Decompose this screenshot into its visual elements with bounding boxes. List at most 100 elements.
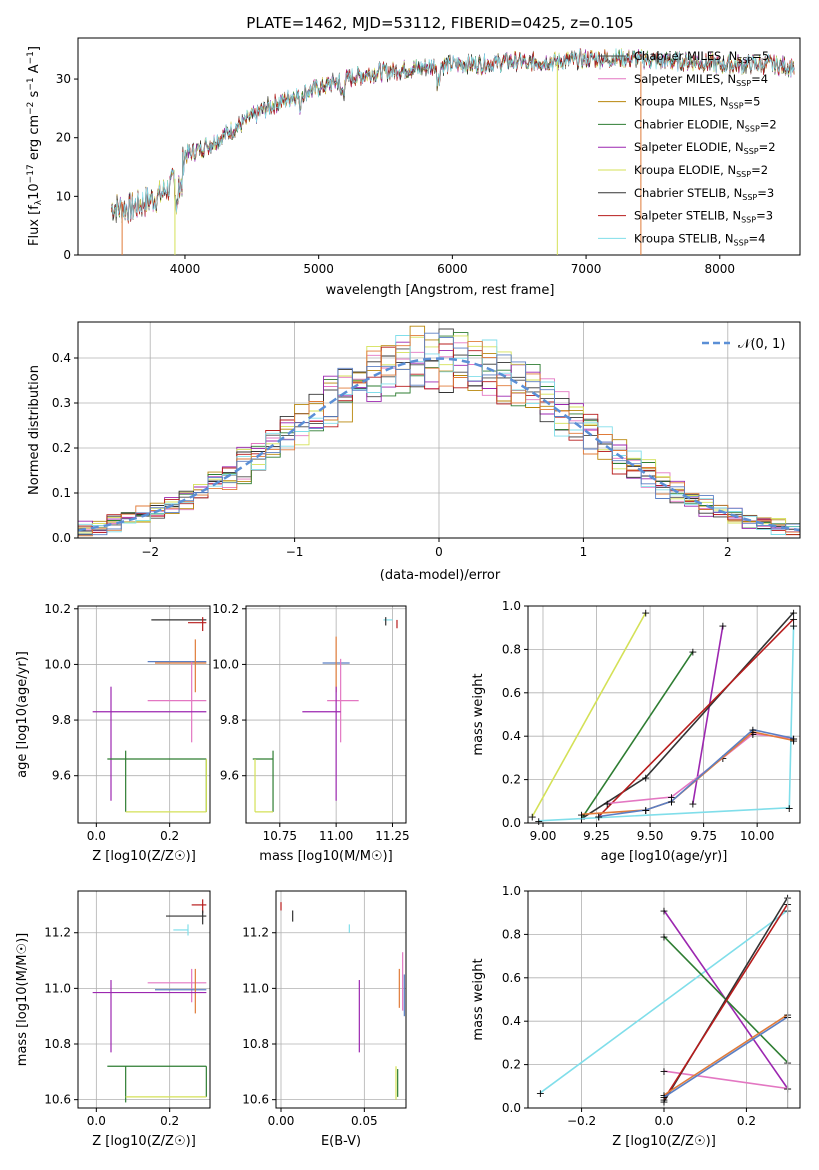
marker: +: [641, 771, 650, 784]
marker: +: [659, 1065, 668, 1078]
panel-background: [78, 606, 210, 823]
panel-frame: [77, 605, 211, 824]
residual-histogram: [78, 332, 800, 536]
ytick-label: 10.0: [44, 657, 71, 671]
panel-background: [528, 606, 800, 823]
ytick-label: 11.2: [242, 926, 269, 940]
ytick-label: 10.2: [44, 602, 71, 616]
ytick-label: 1.0: [502, 884, 521, 898]
weight-series: [663, 1070, 788, 1090]
ytick-label: 9.6: [52, 769, 71, 783]
panel-xlabel: mass [log10(M/M☉)]: [259, 849, 392, 864]
ytick-label: 0.2: [502, 1058, 521, 1072]
xtick-label: 0.0: [87, 829, 106, 843]
residuals-panel: −2 −1 0 1 2 0.0 0.1 0.2 0.3 0.4 𝒩(0, 1) (data-mod…: [27, 321, 801, 583]
legend-label: Chabrier MILES, NSSP=5: [634, 49, 769, 65]
ytick-label: 0.6: [502, 686, 521, 700]
legend-label: Salpeter STELIB, NSSP=3: [634, 209, 773, 225]
ytick-label: 0.4: [502, 729, 521, 743]
weight-series: [531, 612, 647, 817]
ytick-label: 10.0: [212, 657, 239, 671]
ytick-label: 0.8: [502, 642, 521, 656]
panel-xlabel: age [log10(age/yr)]: [601, 849, 728, 864]
residuals-xtick-label: 2: [724, 545, 732, 559]
spectrum-lines: [111, 48, 795, 255]
panel-xlabel: E(B-V): [321, 1134, 361, 1149]
ytick-label: 11.0: [44, 981, 71, 995]
panel-frame: [77, 890, 211, 1109]
gaussian-curve: [77, 357, 801, 532]
ytick-label: 10.8: [44, 1037, 71, 1051]
ytick-label: 9.8: [220, 713, 239, 727]
xtick-label: 10.00: [740, 829, 774, 843]
marker: +: [659, 1093, 668, 1106]
spectrum-ylabel: Flux [fλ10−17 erg cm−2 s−1 A−1]: [26, 46, 44, 246]
legend-label: Chabrier ELODIE, NSSP=2: [634, 117, 777, 133]
marker: +: [789, 613, 798, 626]
weight-series: [598, 618, 795, 818]
marker: +: [641, 804, 650, 817]
ytick-label: 9.8: [52, 713, 71, 727]
legend-label: Salpeter MILES, NSSP=4: [634, 72, 768, 88]
marker: +: [718, 620, 727, 633]
ytick-label: 11.0: [242, 981, 269, 995]
figure-title: PLATE=1462, MJD=53112, FIBERID=0425, z=0…: [246, 14, 633, 32]
xtick-label: 0.0: [87, 1114, 106, 1128]
spectrum-ytick-label: 10: [56, 189, 71, 203]
ytick-label: 10.6: [242, 1093, 269, 1107]
weight-series: [538, 625, 795, 822]
weight-vs-age-panel: ++++++++++++++++++ ++ +++++++++9.00 9.25 9.5…: [471, 599, 801, 864]
residuals-xtick-label: 0: [435, 545, 443, 559]
panel-background: [276, 891, 406, 1108]
spectrum-line: [111, 48, 795, 222]
panel-background: [246, 606, 406, 823]
spectrum-ticks: 4000 5000 6000 7000 8000 0 10 20 30: [56, 72, 735, 276]
marker: +: [659, 1091, 668, 1104]
ytick-label: 1.0: [502, 599, 521, 613]
residuals-ticks: −2 −1 0 1 2 0.0 0.1 0.2 0.3 0.4: [52, 351, 732, 559]
marker: +: [659, 931, 668, 944]
legend-label: Kroupa ELODIE, NSSP=2: [634, 163, 768, 179]
residuals-ytick-label: 0.1: [52, 486, 71, 500]
xtick-label: 11.25: [375, 829, 409, 843]
ytick-label: 0.0: [502, 1101, 521, 1115]
xtick-label: 9.25: [583, 829, 610, 843]
ytick-label: 0.2: [502, 773, 521, 787]
spectrum-xtick-label: 5000: [303, 262, 334, 276]
marker: +: [534, 815, 543, 828]
panel-xlabel: Z [log10(Z/Z☉)]: [92, 1134, 196, 1149]
marker: +: [748, 728, 757, 741]
residuals-ytick-label: 0.2: [52, 441, 71, 455]
xtick-label: 10.75: [263, 829, 297, 843]
mass-vs-metallicity-panel: 0.0 0.2 10.6 10.8 11.0 11.2 Z [log10(Z/Z☉)] mas…: [15, 890, 211, 1149]
ytick-label: 9.6: [220, 769, 239, 783]
marker: +: [789, 732, 798, 745]
ytick-label: 10.2: [212, 602, 239, 616]
legend-label: Salpeter ELODIE, NSSP=2: [634, 140, 776, 156]
legend-label: Kroupa MILES, NSSP=5: [634, 95, 760, 111]
marker: +: [748, 726, 757, 739]
ytick-label: 11.2: [44, 926, 71, 940]
marker: +: [659, 1089, 668, 1102]
spectrum-panel: 4000 5000 6000 7000 8000 0 10 20 30 Chabrier MIL…: [26, 37, 801, 298]
residual-histogram: [78, 335, 800, 537]
ytick-label: 0.0: [502, 816, 521, 830]
xtick-label: 9.75: [690, 829, 717, 843]
marker: +: [789, 620, 798, 633]
residuals-legend: 𝒩(0, 1): [702, 337, 785, 352]
weight-series: [663, 1016, 789, 1098]
spectrum-ytick-label: 20: [56, 131, 71, 145]
marker: +: [641, 607, 650, 620]
marker: +: [528, 810, 537, 823]
residuals-ylabel: Normed distribution: [27, 365, 42, 495]
panel-ylabel: mass weight: [471, 958, 486, 1040]
xtick-label: 0.2: [160, 829, 179, 843]
panel-ylabel: age [log10(age/yr)]: [15, 651, 30, 778]
marker: +: [789, 607, 798, 620]
xtick-label: 0.0: [654, 1114, 673, 1128]
spectrum-xtick-label: 6000: [437, 262, 468, 276]
age-vs-mass-panel: 10.75 11.00 11.25 9.6 9.8 10.0 10.2 mass [log10…: [212, 602, 409, 864]
weight-series: [539, 909, 789, 1094]
panel-frame: [527, 605, 801, 824]
